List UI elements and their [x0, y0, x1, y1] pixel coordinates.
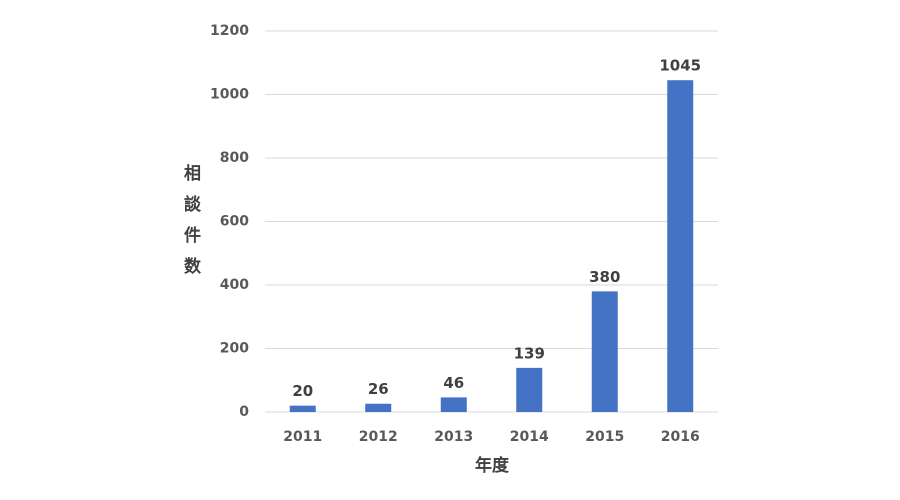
- x-tick-label: 2016: [661, 429, 700, 445]
- data-label: 139: [514, 344, 545, 362]
- y-axis-label: 相談件数: [180, 163, 201, 288]
- bar: [440, 397, 467, 412]
- bar: [365, 403, 392, 412]
- data-label: 26: [368, 380, 389, 398]
- data-label: 46: [443, 374, 464, 392]
- y-tick-label: 1000: [210, 87, 249, 103]
- bar: [516, 367, 543, 412]
- bar: [667, 80, 694, 413]
- x-tick-label: 2012: [359, 429, 398, 445]
- bar: [289, 405, 316, 412]
- y-tick-label: 800: [220, 150, 249, 166]
- data-label: 20: [292, 382, 313, 400]
- x-tick-label: 2015: [585, 429, 624, 445]
- bar: [591, 291, 618, 412]
- y-tick-label: 0: [239, 404, 249, 420]
- y-tick-label: 200: [220, 341, 249, 357]
- y-tick-label: 400: [220, 277, 249, 293]
- x-tick-label: 2014: [510, 429, 549, 445]
- x-axis-label: 年度: [475, 455, 510, 476]
- x-tick-label: 2011: [283, 429, 322, 445]
- y-tick-label: 600: [220, 214, 249, 230]
- data-label: 380: [589, 268, 620, 286]
- y-tick-label: 1200: [210, 23, 249, 39]
- data-label: 1045: [659, 57, 701, 75]
- x-tick-label: 2013: [434, 429, 473, 445]
